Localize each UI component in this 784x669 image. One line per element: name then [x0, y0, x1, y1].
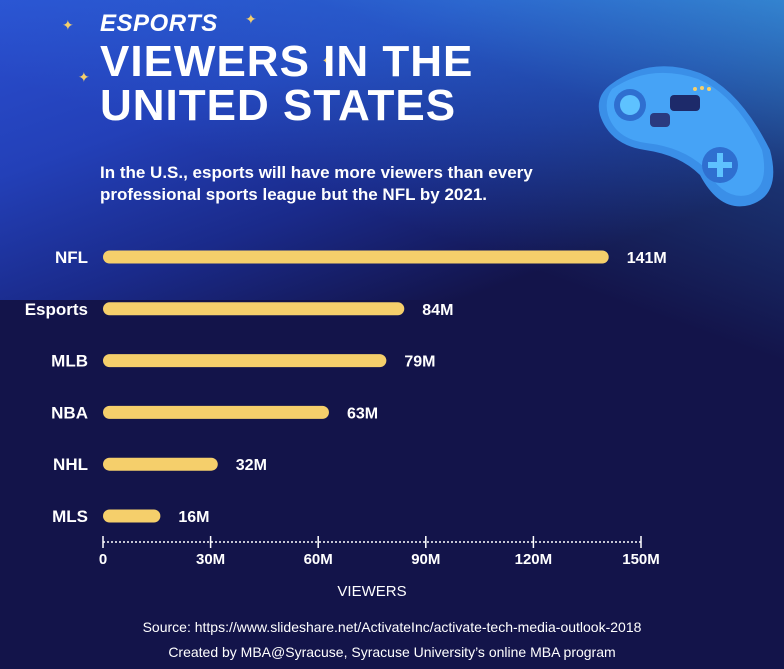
category-label: NHL: [53, 455, 88, 474]
sparkle-icon: ✦: [245, 11, 257, 27]
category-label: Esports: [25, 300, 88, 319]
subtitle: In the U.S., esports will have more view…: [100, 163, 533, 204]
bar-mls: [103, 509, 161, 523]
category-label: MLS: [52, 507, 88, 526]
bar-nba: [103, 405, 329, 419]
x-tick-label: 150M: [622, 551, 660, 568]
value-label: 84M: [422, 302, 453, 319]
x-tick-label: 60M: [304, 551, 333, 568]
x-tick-label: 90M: [411, 551, 440, 568]
bars-group: NFL 141M Esports 84M MLB 79M NBA 63M NHL 32M MLS 16…: [25, 248, 667, 526]
x-tick-label: 0: [99, 551, 107, 568]
category-label: NBA: [51, 403, 88, 422]
page-title: VIEWERS IN THE UNITED STATES: [100, 37, 474, 130]
kicker: ESPORTS: [100, 10, 218, 37]
value-label: 141M: [627, 250, 667, 267]
bar-nhl: [103, 457, 218, 471]
bar-mlb: [103, 354, 387, 368]
value-label: 79M: [404, 354, 435, 371]
sparkle-icon: ✦: [62, 17, 74, 33]
game-controller-icon: [598, 66, 774, 207]
credit-note: Created by MBA@Syracuse, Syracuse Univer…: [168, 644, 616, 660]
bar-nfl: [103, 250, 609, 264]
category-label: MLB: [51, 352, 88, 371]
x-tick-label: 120M: [515, 551, 553, 568]
x-axis-label: VIEWERS: [337, 583, 406, 600]
x-axis: 0 30M 60M 90M 120M 150M: [99, 536, 660, 568]
source-note: Source: https://www.slideshare.net/Activ…: [142, 619, 642, 635]
value-label: 63M: [347, 405, 378, 422]
x-tick-label: 30M: [196, 551, 225, 568]
sparkle-icon: ✦: [78, 69, 90, 85]
value-label: 16M: [178, 509, 209, 526]
value-label: 32M: [236, 457, 267, 474]
sparkle-icon: ✦: [322, 56, 331, 67]
category-label: NFL: [55, 248, 88, 267]
bar-esports: [103, 302, 405, 316]
